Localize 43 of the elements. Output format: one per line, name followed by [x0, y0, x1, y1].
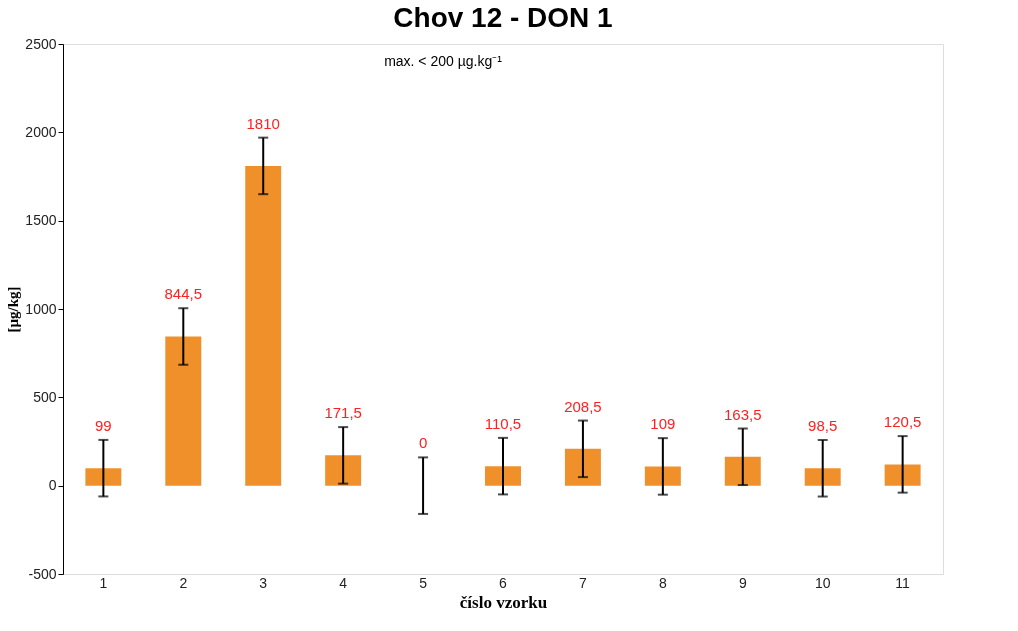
x-axis-title: číslo vzorku — [459, 592, 548, 612]
data-label: 109 — [650, 415, 676, 433]
y-tick-label: -500 — [28, 565, 57, 582]
bar — [564, 448, 601, 486]
data-label: 120,5 — [883, 413, 922, 431]
data-label: 1810 — [246, 114, 280, 132]
y-tick-label: 2500 — [25, 35, 57, 52]
x-tick-label: 3 — [259, 574, 268, 591]
data-label: 171,5 — [324, 404, 362, 422]
data-label: 208,5 — [564, 397, 602, 415]
data-label: 98,5 — [808, 417, 838, 434]
bar — [724, 456, 761, 486]
x-tick-label: 10 — [814, 574, 831, 591]
y-tick-label: 2000 — [25, 123, 57, 140]
x-tick-label: 7 — [579, 574, 588, 591]
x-tick-label: 1 — [99, 574, 108, 591]
bar — [485, 466, 521, 486]
bar — [165, 336, 202, 486]
y-tick-label: 500 — [33, 388, 57, 405]
data-label: 844,5 — [164, 285, 203, 303]
x-tick-label: 2 — [179, 574, 188, 591]
x-tick-label: 5 — [419, 574, 428, 591]
y-tick-label: 0 — [48, 477, 57, 494]
annotation: max. < 200 µg.kg⁻¹ — [384, 53, 503, 69]
data-label: 110,5 — [484, 414, 522, 432]
x-tick-label: 4 — [339, 574, 348, 591]
data-label: 163,5 — [724, 405, 762, 423]
data-label: 0 — [418, 434, 428, 452]
chart-title: Chov 12 - DON 1 — [393, 2, 613, 33]
bar — [325, 455, 362, 486]
x-tick-label: 6 — [499, 574, 508, 591]
y-tick-label: 1500 — [25, 212, 57, 229]
bar — [245, 165, 282, 486]
y-axis-title: [µg/kg] — [5, 286, 22, 333]
bar — [85, 468, 122, 486]
bar — [884, 464, 921, 486]
y-tick-label: 1000 — [25, 300, 57, 317]
data-label: 99 — [95, 416, 112, 434]
bar — [644, 466, 681, 486]
x-tick-label: 8 — [658, 574, 667, 591]
bar — [804, 468, 841, 486]
x-tick-label: 11 — [895, 574, 911, 591]
x-tick-label: 9 — [738, 574, 747, 591]
